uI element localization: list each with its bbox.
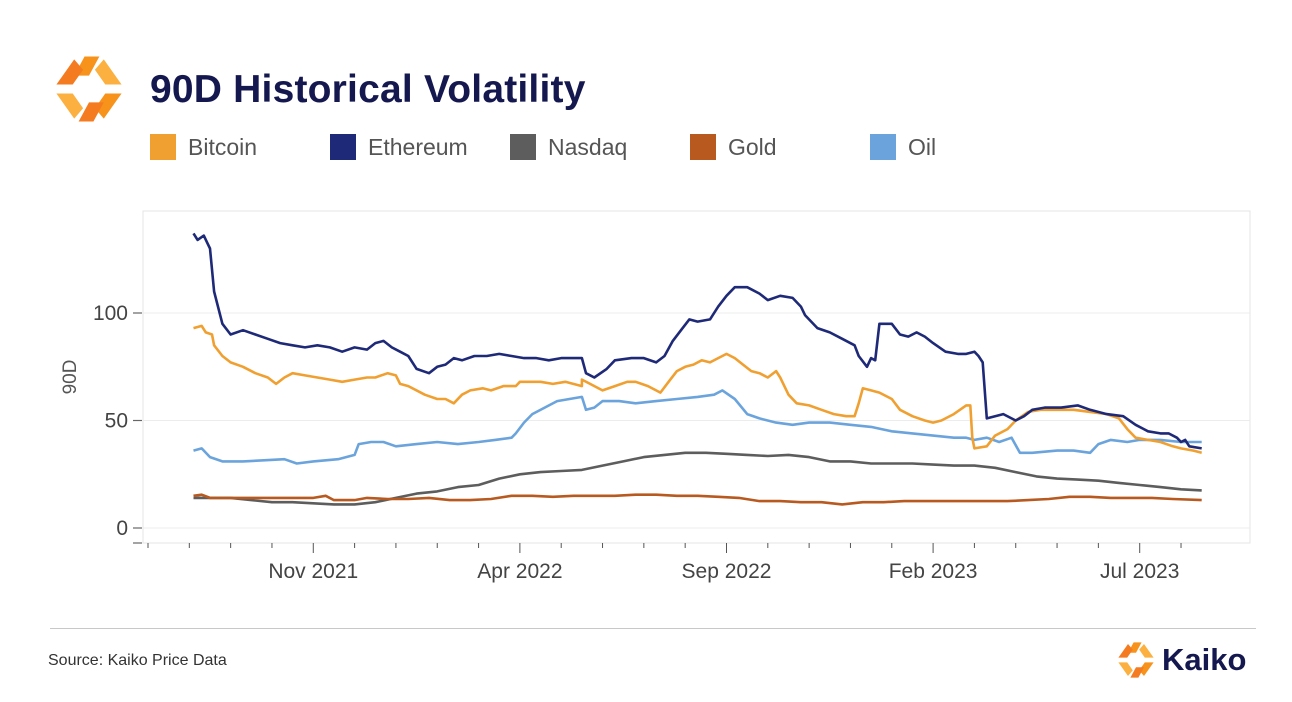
legend-item-bitcoin[interactable]: Bitcoin	[150, 132, 257, 162]
series-line-nasdaq	[193, 451, 1202, 506]
series-line-oil	[193, 389, 1202, 465]
series-line-ethereum	[192, 232, 1202, 450]
y-tick-label-100: 100	[93, 302, 128, 325]
source-note: Source: Kaiko Price Data	[48, 652, 227, 669]
x-tick-label-3: Feb 2023	[889, 560, 978, 583]
y-tick-label-50: 50	[105, 410, 128, 433]
legend-label-oil: Oil	[908, 133, 937, 160]
x-tick-label-0: Nov 2021	[268, 560, 358, 583]
legend-item-gold[interactable]: Gold	[690, 132, 777, 162]
legend-label-gold: Gold	[728, 133, 777, 160]
x-tick-label-4: Jul 2023	[1100, 560, 1179, 583]
plot-area	[142, 210, 1251, 544]
series-line-gold	[193, 493, 1202, 506]
series-line-bitcoin	[193, 324, 1203, 455]
legend-label-bitcoin: Bitcoin	[188, 133, 258, 160]
legend-item-oil[interactable]: Oil	[870, 132, 936, 162]
x-tick-label-2: Sep 2022	[682, 560, 772, 583]
kaiko-brand-icon	[1118, 642, 1154, 678]
brand-name: Kaiko	[1162, 642, 1247, 677]
kaiko-logo-icon	[56, 56, 122, 122]
legend-item-ethereum[interactable]: Ethereum	[330, 132, 468, 162]
legend-swatch-bitcoin	[150, 134, 176, 160]
legend-swatch-ethereum	[330, 134, 356, 160]
legend-swatch-gold	[690, 134, 716, 160]
legend-swatch-nasdaq	[510, 134, 536, 160]
legend-swatch-oil	[870, 134, 896, 160]
legend-label-nasdaq: Nasdaq	[548, 133, 628, 160]
x-tick-label-1: Apr 2022	[477, 560, 562, 583]
footer-divider	[50, 628, 1256, 629]
y-axis-title: 90D	[60, 360, 81, 395]
legend-label-ethereum: Ethereum	[368, 133, 468, 160]
chart-title: 90D Historical Volatility	[150, 68, 586, 111]
legend-item-nasdaq[interactable]: Nasdaq	[510, 132, 627, 162]
brand-logo[interactable]: Kaiko	[1116, 640, 1246, 680]
y-tick-label-0: 0	[116, 517, 128, 540]
